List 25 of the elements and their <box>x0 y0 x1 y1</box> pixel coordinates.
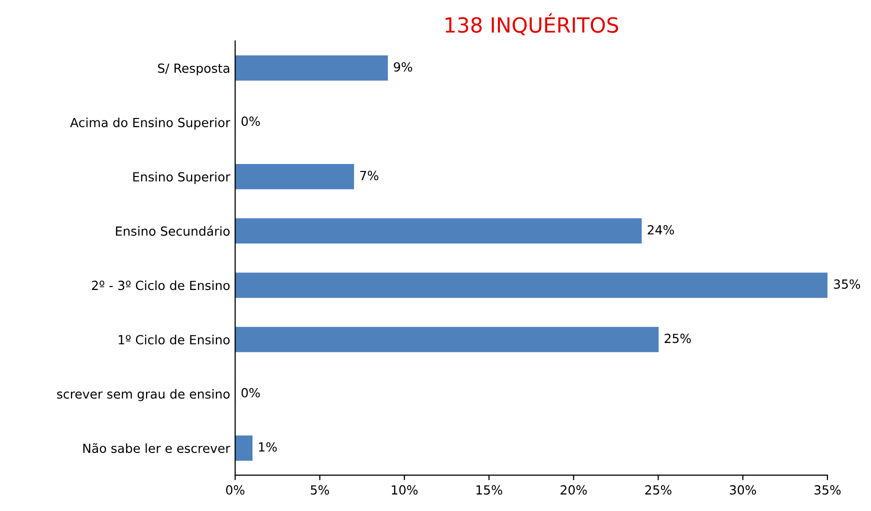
data-label: 35% <box>834 279 860 289</box>
x-tick-label: 25% <box>645 485 672 495</box>
y-tick-label: S/ Resposta <box>158 64 230 76</box>
data-label: 25% <box>664 334 691 344</box>
x-tick-label: 0% <box>226 485 244 495</box>
x-tick-label: 5% <box>310 485 330 495</box>
y-tick-label: Ensino Secundário <box>116 226 230 236</box>
chart-title: 138 INQUÉRITOS <box>446 13 618 36</box>
y-tick-label: Acima do Ensino Superior <box>70 118 230 130</box>
y-tick-label: Não sabe ler e escrever <box>83 443 230 454</box>
data-label: 1% <box>259 442 277 452</box>
y-tick-label: screver sem grau de ensino <box>57 389 230 402</box>
data-label: 7% <box>360 170 378 180</box>
x-tick-label: 20% <box>560 485 587 495</box>
data-label: 0% <box>242 116 260 126</box>
x-tick-label: 15% <box>476 485 502 495</box>
y-tick-label: 1º Ciclo de Ensino <box>118 334 230 344</box>
data-label: 24% <box>648 225 674 235</box>
y-tick-label: Ensino Superior <box>133 172 230 184</box>
data-label: 0% <box>242 388 260 398</box>
data-label: 9% <box>394 62 412 72</box>
x-tick-label: 35% <box>814 485 841 495</box>
y-tick-label: 2º - 3º Ciclo de Ensino <box>92 280 230 290</box>
x-tick-label: 30% <box>730 485 756 495</box>
x-tick-label: 10% <box>392 485 418 495</box>
